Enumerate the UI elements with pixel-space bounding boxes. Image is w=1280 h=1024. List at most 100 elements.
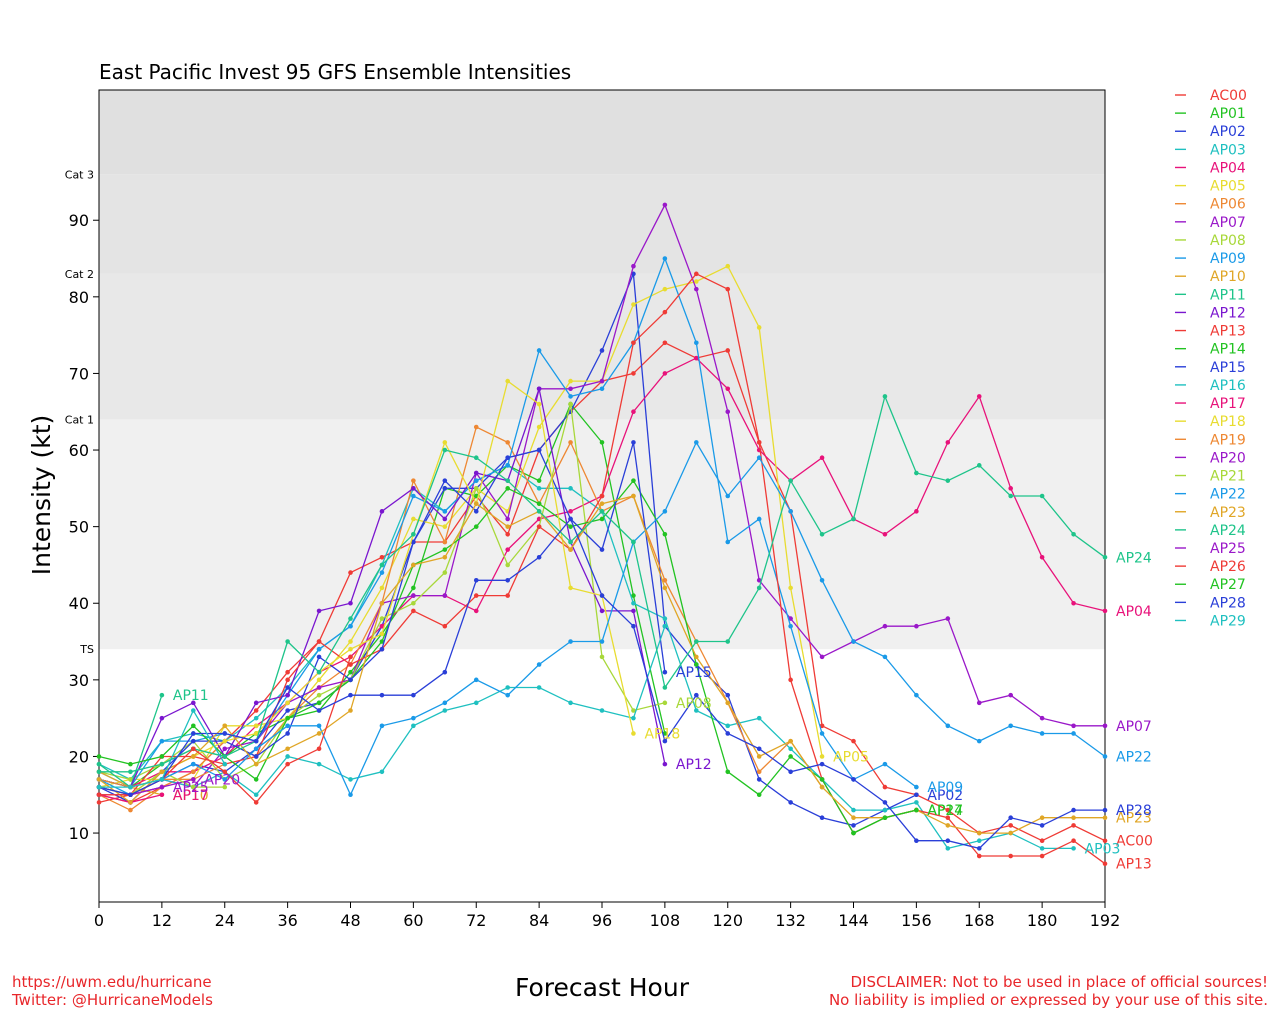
footer-url[interactable]: https://uwm.edu/hurricane xyxy=(12,973,212,991)
legend-label: AP16 xyxy=(1210,378,1246,394)
series-point xyxy=(756,746,762,752)
series-point xyxy=(694,271,699,277)
series-point xyxy=(96,792,102,798)
series-point xyxy=(851,777,856,782)
series-point xyxy=(882,784,888,790)
series-point xyxy=(222,746,228,752)
series-point xyxy=(568,394,573,399)
series-point xyxy=(473,486,479,491)
series-point xyxy=(505,440,510,445)
legend-item-ap15: AP15 xyxy=(1175,360,1246,376)
legend-item-ap11: AP11 xyxy=(1175,287,1246,303)
legend-label: AP22 xyxy=(1210,487,1246,503)
series-point xyxy=(725,539,731,545)
series-point xyxy=(253,792,259,798)
end-label-ap02: AP02 xyxy=(927,788,963,804)
y-tick-label: 60 xyxy=(69,441,89,460)
series-point xyxy=(285,685,290,690)
band-cat-1 xyxy=(99,273,1105,420)
series-point xyxy=(505,532,510,537)
series-point xyxy=(976,838,982,844)
series-ap28 xyxy=(96,516,1108,851)
legend-item-ap29: AP29 xyxy=(1175,613,1246,629)
series-point xyxy=(505,516,510,522)
series-point xyxy=(536,509,542,514)
series-point xyxy=(442,478,448,483)
series-point xyxy=(411,600,416,606)
series-point xyxy=(851,738,856,744)
series-point xyxy=(222,731,228,736)
series-point xyxy=(379,723,385,729)
series-point xyxy=(411,692,416,698)
series-point xyxy=(1071,823,1076,828)
end-label-ap07: AP07 xyxy=(1116,719,1152,735)
series-point xyxy=(725,723,731,729)
series-point xyxy=(505,685,510,690)
series-point xyxy=(96,784,102,790)
series-point xyxy=(914,623,919,629)
series-point xyxy=(1008,830,1013,836)
series-point xyxy=(411,593,416,598)
series-point xyxy=(819,731,825,736)
x-tick-label: 96 xyxy=(592,911,612,930)
series-point xyxy=(662,286,668,292)
series-point xyxy=(379,509,385,514)
series-point xyxy=(631,539,636,545)
series-point xyxy=(1102,807,1108,813)
legend-item-ap26: AP26 xyxy=(1175,559,1246,575)
series-point xyxy=(379,554,385,560)
legend-item-ap28: AP28 xyxy=(1175,595,1246,611)
end-label-ap13: AP13 xyxy=(1116,857,1152,873)
series-point xyxy=(851,830,856,836)
series-point xyxy=(1008,493,1013,499)
legend-label: AP13 xyxy=(1210,324,1246,340)
series-point xyxy=(945,823,951,828)
series-point xyxy=(96,777,102,782)
series-point xyxy=(379,562,385,568)
series-point xyxy=(285,746,290,752)
series-point xyxy=(694,286,699,292)
series-point xyxy=(568,639,573,644)
legend-label: AP20 xyxy=(1210,450,1246,466)
series-point xyxy=(222,784,228,790)
series-point xyxy=(348,777,353,782)
series-point xyxy=(379,600,385,606)
series-point xyxy=(1071,723,1076,729)
footer-twitter[interactable]: Twitter: @HurricaneModels xyxy=(12,991,213,1009)
legend-item-ap14: AP14 xyxy=(1175,342,1246,358)
series-point xyxy=(1071,600,1076,606)
legend-label: AP03 xyxy=(1210,142,1246,158)
series-point xyxy=(568,524,573,529)
x-tick-label: 72 xyxy=(466,911,486,930)
legend-label: AP29 xyxy=(1210,613,1246,629)
series-point xyxy=(819,654,825,660)
series-point xyxy=(379,570,385,575)
series-point xyxy=(473,593,479,598)
series-point xyxy=(882,800,888,805)
series-point xyxy=(285,708,290,713)
series-ap29 xyxy=(96,708,228,790)
series-point xyxy=(442,539,448,545)
series-point xyxy=(788,585,793,591)
y-tick-label: 40 xyxy=(69,594,89,613)
series-point xyxy=(411,486,416,491)
end-label-ap04: AP04 xyxy=(1116,604,1152,620)
series-point xyxy=(882,807,888,813)
series-point xyxy=(536,554,542,560)
series-point xyxy=(694,708,699,713)
series-point xyxy=(316,654,322,660)
series-point xyxy=(851,823,856,828)
legend-label: AC00 xyxy=(1210,88,1247,104)
y-tick-label: 80 xyxy=(69,288,89,307)
series-point xyxy=(536,401,542,407)
series-point xyxy=(756,516,762,522)
series-point xyxy=(819,784,825,790)
end-label-ap27: AP27 xyxy=(927,803,963,819)
series-point xyxy=(253,754,259,759)
series-point xyxy=(1071,731,1076,736)
series-point xyxy=(316,669,322,675)
series-point xyxy=(348,600,353,606)
series-point xyxy=(788,769,793,775)
series-point xyxy=(473,455,479,460)
legend-label: AP28 xyxy=(1210,595,1246,611)
